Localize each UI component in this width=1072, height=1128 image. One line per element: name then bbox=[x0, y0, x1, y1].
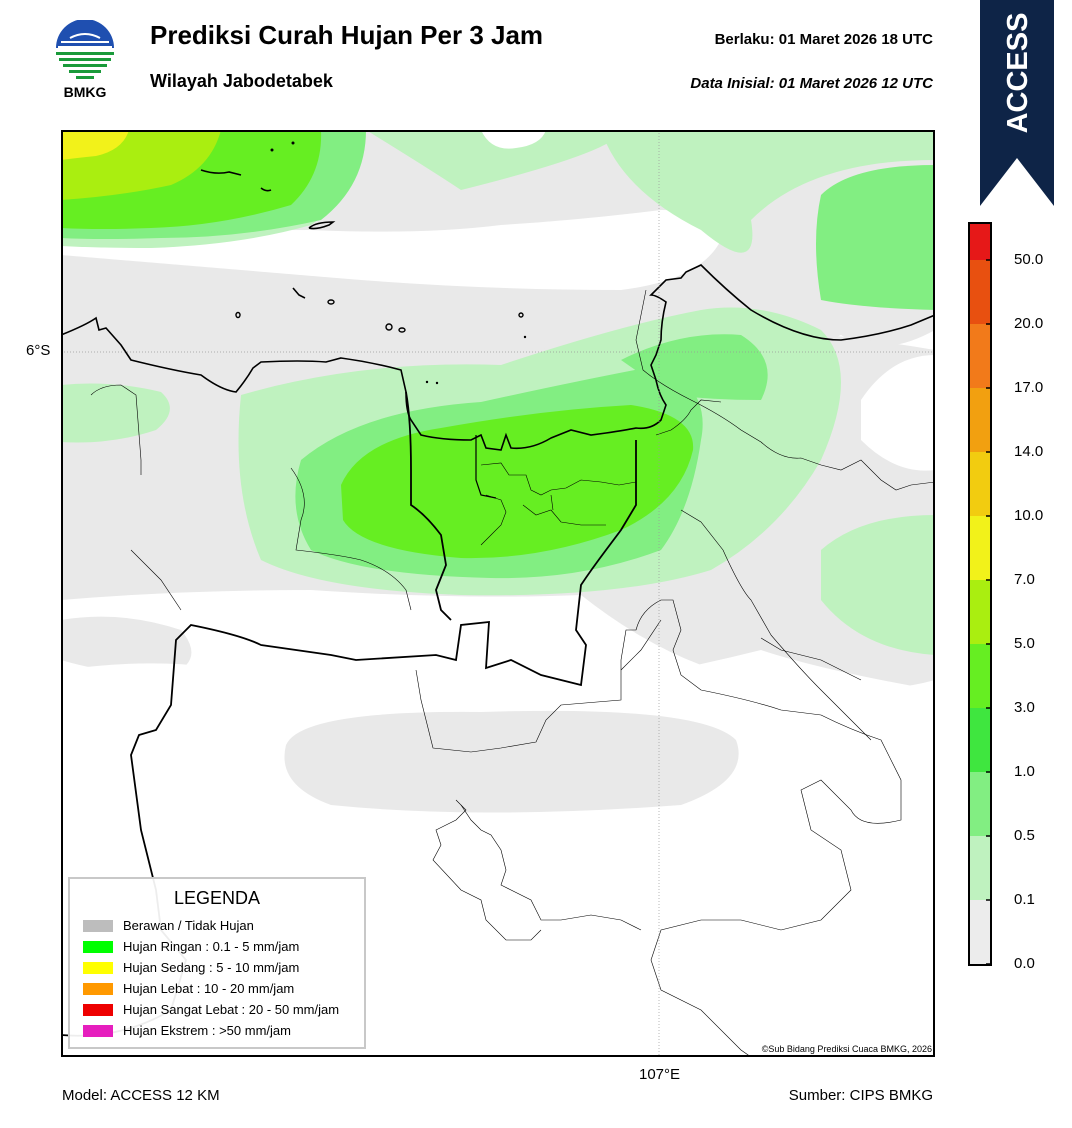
rainfall-map bbox=[61, 130, 935, 1057]
initial-time: Data Inisial: 01 Maret 2026 12 UTC bbox=[690, 75, 933, 92]
rain-0.5 bbox=[816, 165, 935, 310]
legend-swatch bbox=[83, 940, 113, 953]
colorbar-band bbox=[970, 644, 990, 708]
legend-swatch bbox=[83, 919, 113, 932]
legend-swatch bbox=[83, 982, 113, 995]
rain-0.1 bbox=[61, 383, 170, 443]
copyright-note: ©Sub Bidang Prediksi Cuaca BMKG, 2026 bbox=[761, 1044, 932, 1054]
legend-item: Berawan / Tidak Hujan bbox=[83, 917, 254, 935]
latitude-label: 6°S bbox=[26, 342, 51, 359]
colorbar-tick-label: 50.0 bbox=[1014, 251, 1044, 268]
colorbar-tick-label: 5.0 bbox=[1014, 635, 1035, 652]
model-label: Model: ACCESS 12 KM bbox=[62, 1087, 220, 1104]
logo-text: BMKG bbox=[63, 84, 107, 100]
rain-0.1 bbox=[601, 130, 935, 253]
map-legend: LEGENDA Berawan / Tidak Hujan Hujan Ring… bbox=[68, 877, 366, 1049]
colorbar-band bbox=[970, 836, 990, 900]
svg-text:ACCESS: ACCESS bbox=[1002, 13, 1034, 134]
colorbar bbox=[968, 222, 992, 966]
clear-area bbox=[61, 210, 723, 290]
legend-item: Hujan Sedang : 5 - 10 mm/jam bbox=[83, 959, 299, 977]
legend-item: Hujan Sangat Lebat : 20 - 50 mm/jam bbox=[83, 1001, 339, 1019]
colorbar-tick-label: 3.0 bbox=[1014, 699, 1035, 716]
colorbar-band bbox=[970, 260, 990, 324]
legend-swatch bbox=[83, 961, 113, 974]
rain-0.1 bbox=[366, 130, 621, 190]
colorbar-tick-label: 0.5 bbox=[1014, 827, 1035, 844]
cloud-area bbox=[61, 616, 192, 675]
colorbar-tick-label: 10.0 bbox=[1014, 507, 1044, 524]
legend-item: Hujan Ekstrem : >50 mm/jam bbox=[83, 1022, 291, 1040]
colorbar-tick-label: 1.0 bbox=[1014, 763, 1035, 780]
colorbar-band bbox=[970, 452, 990, 516]
legend-item: Hujan Ringan : 0.1 - 5 mm/jam bbox=[83, 938, 299, 956]
legend-swatch bbox=[83, 1003, 113, 1016]
region-subtitle: Wilayah Jabodetabek bbox=[150, 71, 333, 91]
clear-area bbox=[861, 355, 935, 471]
colorbar-band bbox=[970, 516, 990, 580]
source-label: Sumber: CIPS BMKG bbox=[788, 1087, 933, 1104]
rain-0.1 bbox=[821, 515, 935, 655]
colorbar-band bbox=[970, 388, 990, 452]
ribbon-label: ACCESS bbox=[1002, 13, 1034, 134]
valid-time: Berlaku: 01 Maret 2026 18 UTC bbox=[714, 31, 933, 48]
colorbar-tick-label: 14.0 bbox=[1014, 443, 1044, 460]
colorbar-band bbox=[970, 772, 990, 836]
legend-swatch bbox=[83, 1024, 113, 1037]
colorbar-band bbox=[970, 324, 990, 388]
legend-title: LEGENDA bbox=[173, 888, 261, 908]
colorbar-tick-label: 0.0 bbox=[1014, 955, 1035, 972]
colorbar-tick-label: 7.0 bbox=[1014, 571, 1035, 588]
colorbar-band bbox=[970, 708, 990, 772]
colorbar-band bbox=[970, 900, 990, 964]
colorbar-tick-label: 17.0 bbox=[1014, 379, 1044, 396]
longitude-label: 107°E bbox=[639, 1066, 681, 1083]
colorbar-tick-label: 20.0 bbox=[1014, 315, 1044, 332]
coastline bbox=[61, 264, 935, 451]
colorbar-band bbox=[970, 222, 990, 260]
colorbar-band bbox=[970, 580, 990, 644]
colorbar-tick-label: 0.1 bbox=[1014, 891, 1035, 908]
bmkg-logo bbox=[52, 19, 118, 100]
page-title: Prediksi Curah Hujan Per 3 Jam bbox=[150, 20, 544, 50]
legend-item: Hujan Lebat : 10 - 20 mm/jam bbox=[83, 980, 294, 998]
rain-5.0 bbox=[61, 130, 129, 160]
model-ribbon bbox=[980, 0, 1054, 208]
